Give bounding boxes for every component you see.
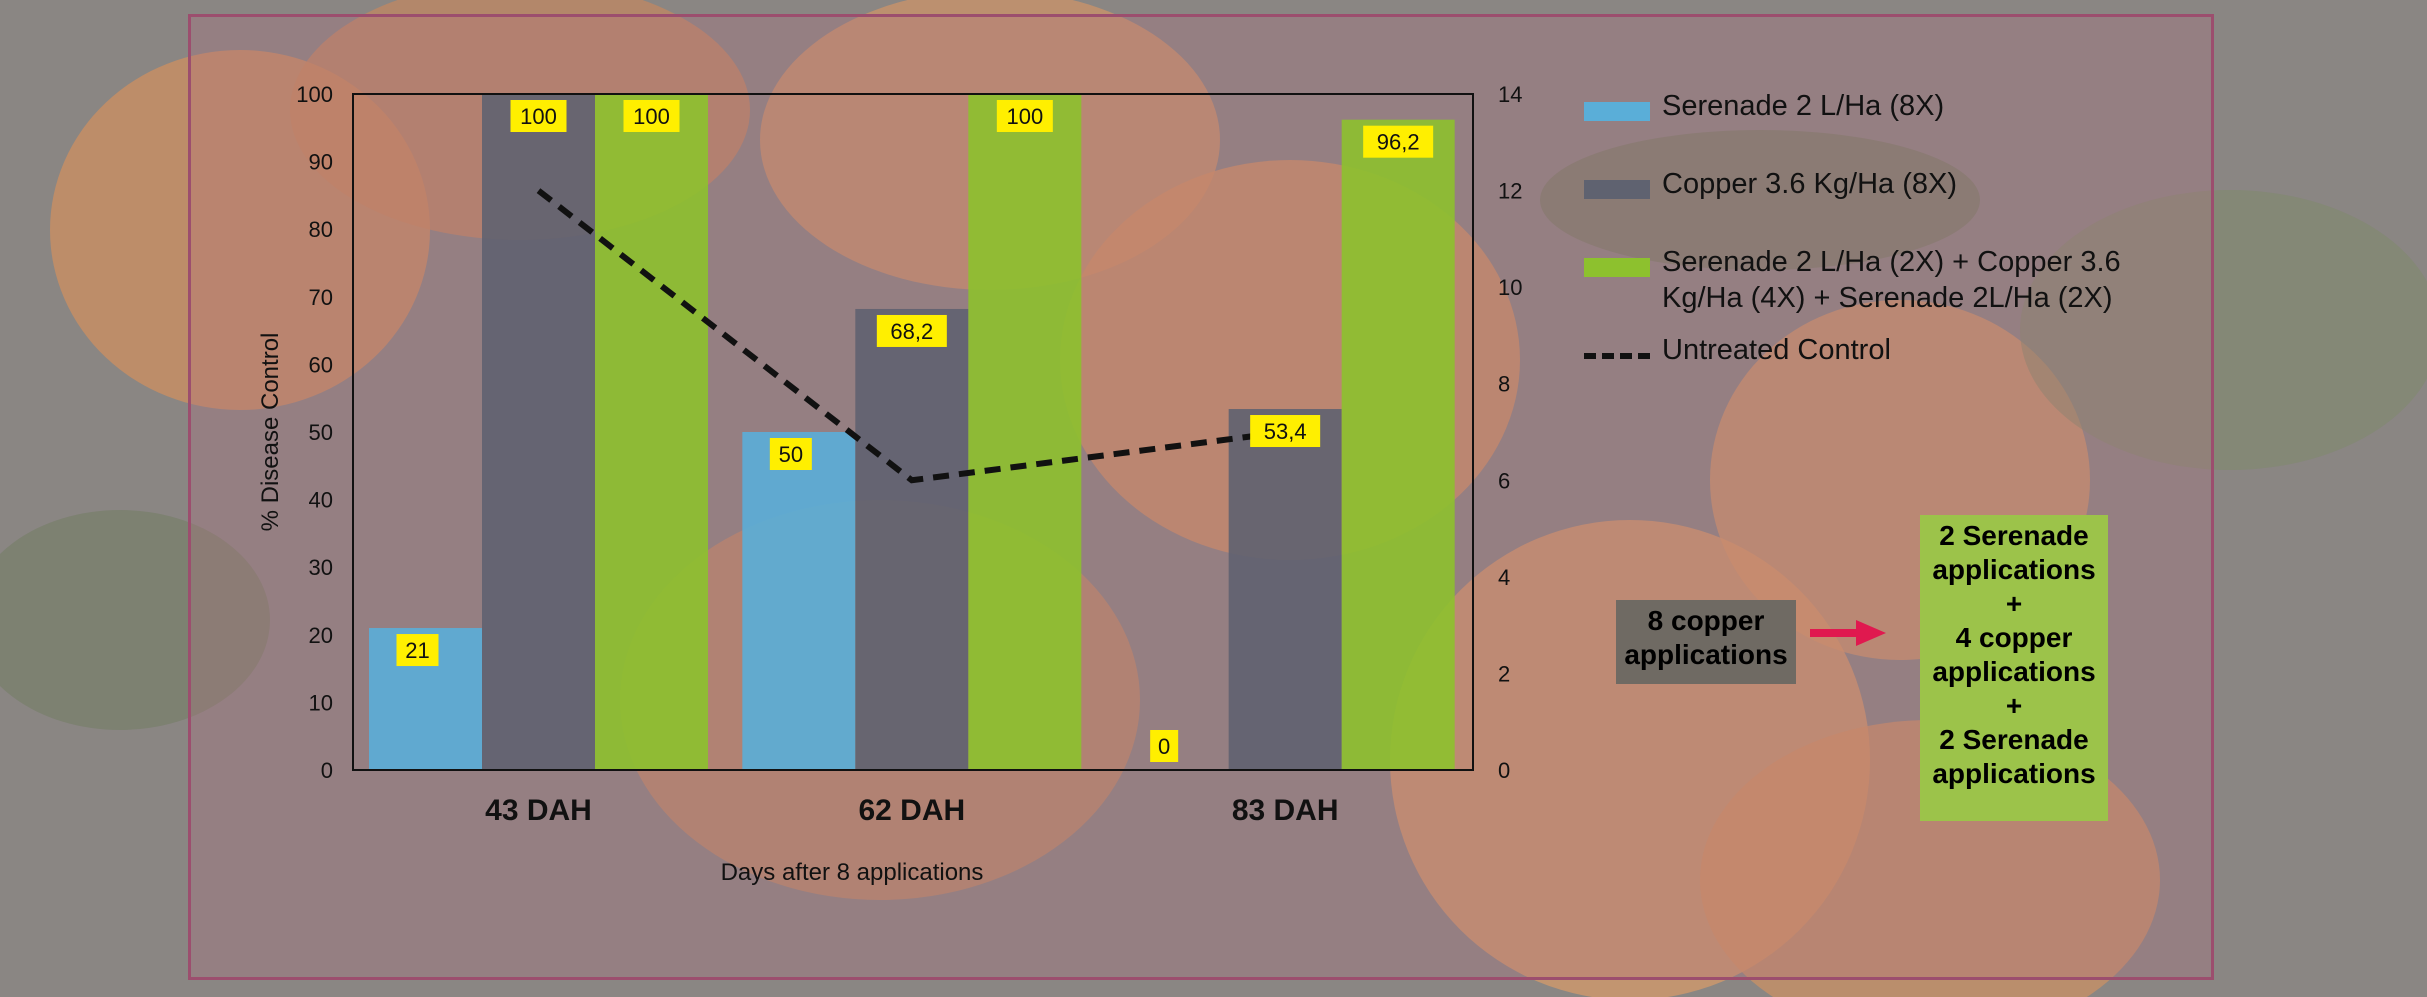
y-tick-label: 0 bbox=[321, 758, 333, 783]
mixed-line-5: applications bbox=[1932, 656, 2096, 687]
y-tick-label: 70 bbox=[309, 285, 333, 310]
legend-swatch-serenade bbox=[1584, 102, 1650, 121]
mixed-line-1: 2 Serenade bbox=[1939, 520, 2089, 551]
data-label: 68,2 bbox=[890, 319, 933, 344]
bar-s2-62-dah bbox=[968, 94, 1082, 770]
mixed-line-6: + bbox=[2005, 690, 2023, 721]
data-label: 21 bbox=[405, 638, 429, 663]
data-label: 100 bbox=[520, 104, 557, 129]
y2-tick-label: 2 bbox=[1498, 661, 1510, 686]
y-tick-label: 30 bbox=[309, 555, 333, 580]
legend-swatch-untreated bbox=[1584, 353, 1650, 359]
legend-item-serenade: Serenade 2 L/Ha (8X) bbox=[1584, 82, 2204, 138]
legend-item-untreated: Untreated Control bbox=[1584, 326, 2204, 382]
data-label: 53,4 bbox=[1264, 419, 1307, 444]
data-label: 100 bbox=[1006, 104, 1043, 129]
y-tick-label: 10 bbox=[309, 690, 333, 715]
data-label-bg bbox=[1250, 415, 1321, 448]
y-tick-label: 20 bbox=[309, 623, 333, 648]
legend-swatch-combined bbox=[1584, 258, 1650, 277]
x-tick-label: 62 DAH bbox=[858, 794, 965, 827]
mixed-applications-box: 2 Serenade applications + 4 copper appli… bbox=[1920, 515, 2108, 821]
legend-label-serenade: Serenade 2 L/Ha (8X) bbox=[1662, 90, 1945, 122]
mixed-line-7: 2 Serenade bbox=[1939, 724, 2089, 755]
data-label-bg bbox=[876, 314, 947, 347]
bar-s1-62-dah bbox=[855, 308, 969, 770]
y-tick-label: 90 bbox=[309, 150, 333, 175]
x-tick-label: 43 DAH bbox=[485, 794, 592, 827]
mixed-line-4: 4 copper bbox=[1955, 622, 2073, 653]
y2-tick-label: 8 bbox=[1498, 372, 1510, 397]
bar-s2-43-dah bbox=[595, 94, 708, 770]
plot-frame bbox=[352, 93, 1474, 771]
data-label: 50 bbox=[779, 442, 803, 467]
x-tick-label: 83 DAH bbox=[1232, 794, 1339, 827]
bar-s1-83-dah bbox=[1228, 409, 1342, 770]
data-label: 96,2 bbox=[1377, 130, 1420, 155]
bar-s0-62-dah bbox=[742, 432, 856, 770]
data-label-bg bbox=[1150, 730, 1179, 762]
data-label-bg bbox=[510, 100, 567, 132]
mixed-line-2: applications bbox=[1932, 554, 2096, 585]
legend-swatch-copper bbox=[1584, 180, 1650, 199]
y2-tick-label: 14 bbox=[1498, 82, 1522, 107]
legend-item-copper: Copper 3.6 Kg/Ha (8X) bbox=[1584, 160, 2204, 216]
bar-s2-83-dah bbox=[1341, 119, 1455, 771]
x-axis-title: Days after 8 applications bbox=[721, 859, 984, 886]
bar-s1-43-dah bbox=[482, 94, 595, 770]
data-label-bg bbox=[623, 100, 680, 132]
legend-label-copper: Copper 3.6 Kg/Ha (8X) bbox=[1662, 168, 1957, 200]
mixed-line-8: applications bbox=[1932, 758, 2096, 789]
y-tick-label: 80 bbox=[309, 217, 333, 242]
mixed-line-3: + bbox=[2005, 588, 2023, 619]
y-axis-title: % Disease Control bbox=[257, 333, 284, 532]
y-tick-label: 100 bbox=[296, 82, 333, 107]
chart-legend: Serenade 2 L/Ha (8X) Copper 3.6 Kg/Ha (8… bbox=[1584, 82, 2204, 404]
legend-label-combined: Serenade 2 L/Ha (2X) + Copper 3.6 Kg/Ha … bbox=[1662, 246, 2121, 314]
legend-item-combined: Serenade 2 L/Ha (2X) + Copper 3.6 Kg/Ha … bbox=[1584, 238, 2204, 316]
copper-applications-text: 8 copper applications bbox=[1624, 605, 1788, 670]
data-label-bg bbox=[396, 634, 439, 667]
copper-applications-box: 8 copper applications bbox=[1616, 600, 1796, 684]
y2-tick-label: 10 bbox=[1498, 275, 1522, 300]
y2-tick-label: 12 bbox=[1498, 179, 1522, 204]
y2-tick-label: 4 bbox=[1498, 565, 1510, 590]
y2-tick-label: 6 bbox=[1498, 468, 1510, 493]
data-label: 100 bbox=[633, 104, 670, 129]
data-label-bg bbox=[996, 100, 1053, 132]
legend-label-untreated: Untreated Control bbox=[1662, 334, 1891, 366]
y-tick-label: 50 bbox=[309, 420, 333, 445]
data-label: 0 bbox=[1158, 734, 1170, 759]
data-label-bg bbox=[1363, 125, 1434, 158]
y-tick-label: 60 bbox=[309, 352, 333, 377]
y2-tick-label: 0 bbox=[1498, 758, 1510, 783]
untreated-control-line bbox=[536, 188, 1286, 484]
arrow-right-icon bbox=[1810, 620, 1886, 646]
data-label-bg bbox=[769, 438, 812, 470]
y-tick-label: 40 bbox=[309, 488, 333, 513]
